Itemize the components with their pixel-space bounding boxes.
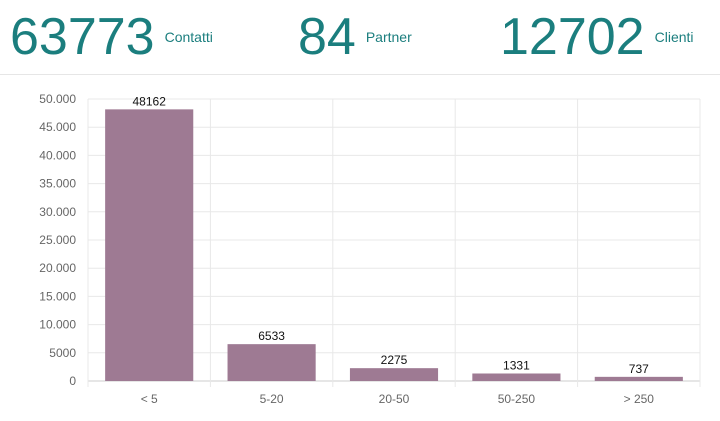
bar-value-label: 737: [629, 362, 649, 376]
y-tick-label: 45.000: [39, 120, 76, 134]
bar: [472, 373, 561, 381]
kpi-clienti: 12702 Clienti: [500, 6, 694, 68]
bar-chart: 0 5000 10.000 15.000 20.000 25.000 30.000 35.00…: [39, 92, 701, 406]
bar: [594, 376, 683, 381]
kpi-contatti: 63773 Contatti: [10, 6, 213, 68]
x-tick-label: 20-50: [379, 392, 410, 406]
y-tick-label: 30.000: [39, 205, 76, 219]
kpi-contatti-value: 63773: [10, 8, 155, 66]
kpi-clienti-value: 12702: [500, 8, 645, 66]
bar-value-label: 48162: [133, 94, 167, 108]
y-tick-label: 0: [69, 374, 76, 388]
kpi-partner: 84 Partner: [298, 6, 412, 68]
y-tick-label: 40.000: [39, 148, 76, 162]
kpi-header: 63773 Contatti 84 Partner 12702 Clienti: [0, 0, 720, 75]
y-tick-label: 20.000: [39, 261, 76, 275]
y-tick-label: 35.000: [39, 177, 76, 191]
bar-value-label: 1331: [503, 358, 530, 372]
x-tick-label: > 250: [624, 392, 655, 406]
bar: [105, 109, 194, 381]
bar: [227, 344, 316, 381]
y-tick-label: 5000: [49, 346, 76, 360]
bar-value-label: 6533: [258, 329, 285, 343]
kpi-clienti-label: Clienti: [654, 29, 694, 45]
kpi-partner-value: 84: [298, 8, 356, 66]
kpi-partner-label: Partner: [365, 29, 412, 45]
y-tick-label: 50.000: [39, 92, 76, 106]
kpi-contatti-label: Contatti: [164, 29, 213, 45]
x-tick-label: 5-20: [260, 392, 284, 406]
x-tick-label: < 5: [141, 392, 158, 406]
bar: [349, 368, 439, 381]
y-tick-label: 10.000: [39, 318, 76, 332]
bar-value-label: 2275: [381, 353, 408, 367]
y-tick-label: 25.000: [39, 233, 76, 247]
x-tick-label: 50-250: [498, 392, 536, 406]
y-tick-label: 15.000: [39, 289, 76, 303]
